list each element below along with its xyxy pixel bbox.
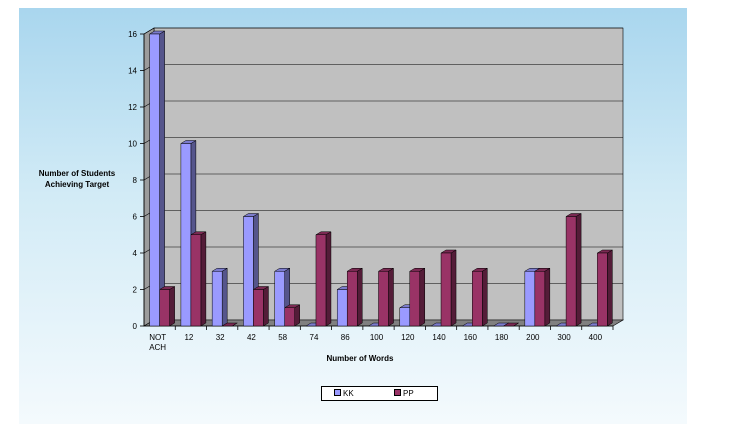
y-axis-title-line-1: Number of Students: [38, 169, 116, 178]
legend-label-pp: PP: [403, 389, 414, 398]
bar-pp-5: [315, 231, 332, 327]
y-tick-label: 4: [133, 249, 138, 258]
x-tick-label: 180: [495, 333, 509, 342]
x-tick-label: 400: [589, 333, 603, 342]
bar-pp-1: [190, 231, 207, 327]
y-tick-label: 12: [128, 103, 137, 112]
y-tick-label: 8: [133, 176, 138, 185]
bar-pp-13: [565, 213, 582, 327]
y-tick-label: 0: [133, 322, 138, 331]
x-tick-label: 42: [247, 333, 256, 342]
bar-pp-2: [221, 322, 238, 327]
bar-pp-0: [159, 286, 175, 327]
x-tick-label: 58: [278, 333, 287, 342]
x-tick-label: 86: [341, 333, 350, 342]
legend-label-kk: KK: [343, 389, 354, 398]
legend-swatch-kk: [334, 389, 341, 397]
y-axis-title-line-2: Achieving Target: [44, 180, 110, 189]
x-tick-label: 12: [184, 333, 193, 342]
y-tick-label: 10: [128, 140, 137, 149]
bar-pp-8: [409, 268, 426, 327]
bar-kk-2: [211, 268, 228, 327]
legend-item-pp: PP: [394, 389, 414, 399]
x-tick-label: 200: [526, 333, 540, 342]
y-tick-label: 6: [133, 213, 138, 222]
bar-pp-6: [346, 268, 363, 327]
y-tick-label: 16: [128, 30, 137, 39]
bar-pp-12: [534, 268, 551, 327]
bar-pp-10: [472, 268, 488, 327]
gridline: [143, 27, 623, 35]
bar-kk-0: [149, 30, 165, 327]
bar-pp-14: [597, 249, 613, 327]
bar-pp-7: [378, 268, 394, 327]
bar-pp-9: [440, 249, 457, 327]
bar-pp-3: [253, 286, 269, 327]
x-axis-title: Number of Words: [326, 354, 394, 363]
x-tick-label: 100: [370, 333, 384, 342]
x-tick-label: 160: [464, 333, 478, 342]
x-tick-label: 120: [401, 333, 415, 342]
y-tick-label: 2: [133, 286, 138, 295]
y-axis-title: Number of Students Achieving Target: [30, 168, 124, 190]
x-tick-label: NOT: [149, 333, 166, 342]
bar-pp-11: [503, 322, 519, 327]
x-tick-label: 140: [432, 333, 446, 342]
bar-pp-4: [284, 304, 300, 327]
x-tick-label: 32: [216, 333, 225, 342]
legend: KK PP: [321, 386, 438, 401]
x-tick-label: ACH: [149, 343, 166, 352]
legend-swatch-pp: [394, 389, 401, 397]
x-tick-label: 74: [310, 333, 319, 342]
legend-item-kk: KK: [334, 389, 354, 399]
x-tick-label: 300: [557, 333, 571, 342]
y-tick-label: 14: [128, 67, 137, 76]
